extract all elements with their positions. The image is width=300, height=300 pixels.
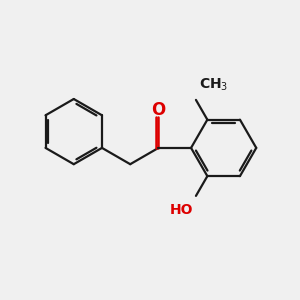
Text: CH$_3$: CH$_3$ <box>199 77 228 93</box>
Text: HO: HO <box>170 203 193 217</box>
Text: O: O <box>151 101 166 119</box>
